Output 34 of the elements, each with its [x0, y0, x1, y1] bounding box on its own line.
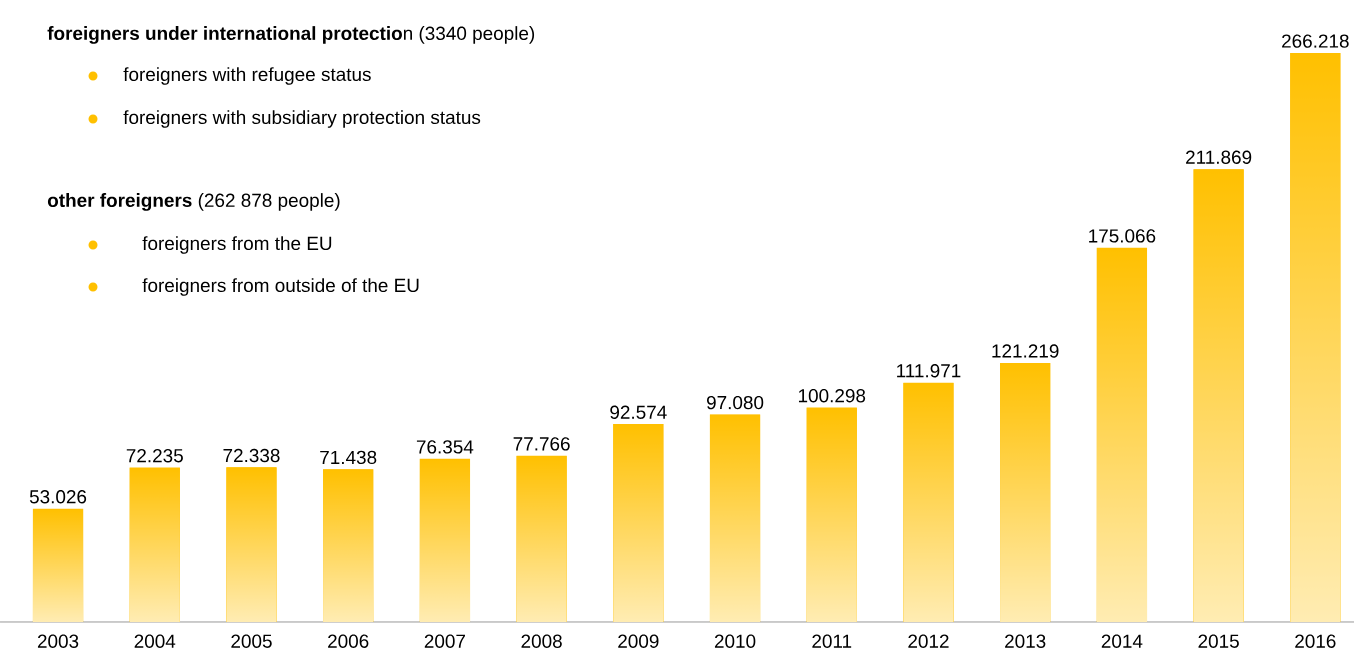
data-label: 92.574 [610, 405, 667, 419]
annotation: foreigners with subsidiary protection status [123, 110, 481, 128]
data-label: 71.438 [320, 450, 377, 465]
data-label: 266.218 [1282, 34, 1349, 48]
x-tick-label: 2016 [1295, 634, 1336, 648]
annotation: foreigners from the EU [142, 236, 332, 254]
text: foreigners under international protection (3340 people) [47, 26, 535, 44]
annotation: foreigners with refugee status [123, 67, 371, 85]
data-label: 175.066 [1089, 229, 1156, 243]
x-tick-label: 2003 [37, 634, 79, 648]
x-tick-label: 2011 [812, 634, 852, 648]
x-tick-label: 2014 [1101, 634, 1143, 648]
x-tick-label: 2012 [908, 634, 949, 648]
data-label: 100.298 [798, 389, 866, 403]
data-label: 121.219 [992, 344, 1059, 358]
x-tick-label: 2005 [231, 634, 272, 648]
data-label: 72.338 [223, 448, 280, 463]
x-tick-label: 2006 [328, 634, 369, 648]
annotation: foreigners from outside of the EU [142, 278, 419, 296]
data-label: 77.766 [513, 437, 570, 451]
data-label: 53.026 [29, 490, 87, 504]
x-tick-label: 2007 [424, 634, 465, 648]
x-tick-label: 2008 [521, 634, 562, 648]
data-label: 76.354 [416, 440, 474, 454]
data-label: 211.869 [1186, 150, 1252, 164]
annotation: other foreigners (262 878 people) [47, 193, 340, 211]
x-tick-label: 2015 [1198, 634, 1239, 648]
data-label: 111.971 [897, 364, 961, 378]
x-tick-label: 2004 [134, 634, 176, 648]
x-tick-label: 2013 [1005, 634, 1046, 648]
data-label: 97.080 [706, 395, 764, 410]
x-tick-label: 2009 [618, 634, 659, 648]
data-label: 72.235 [126, 448, 183, 463]
x-tick-label: 2010 [714, 634, 756, 648]
